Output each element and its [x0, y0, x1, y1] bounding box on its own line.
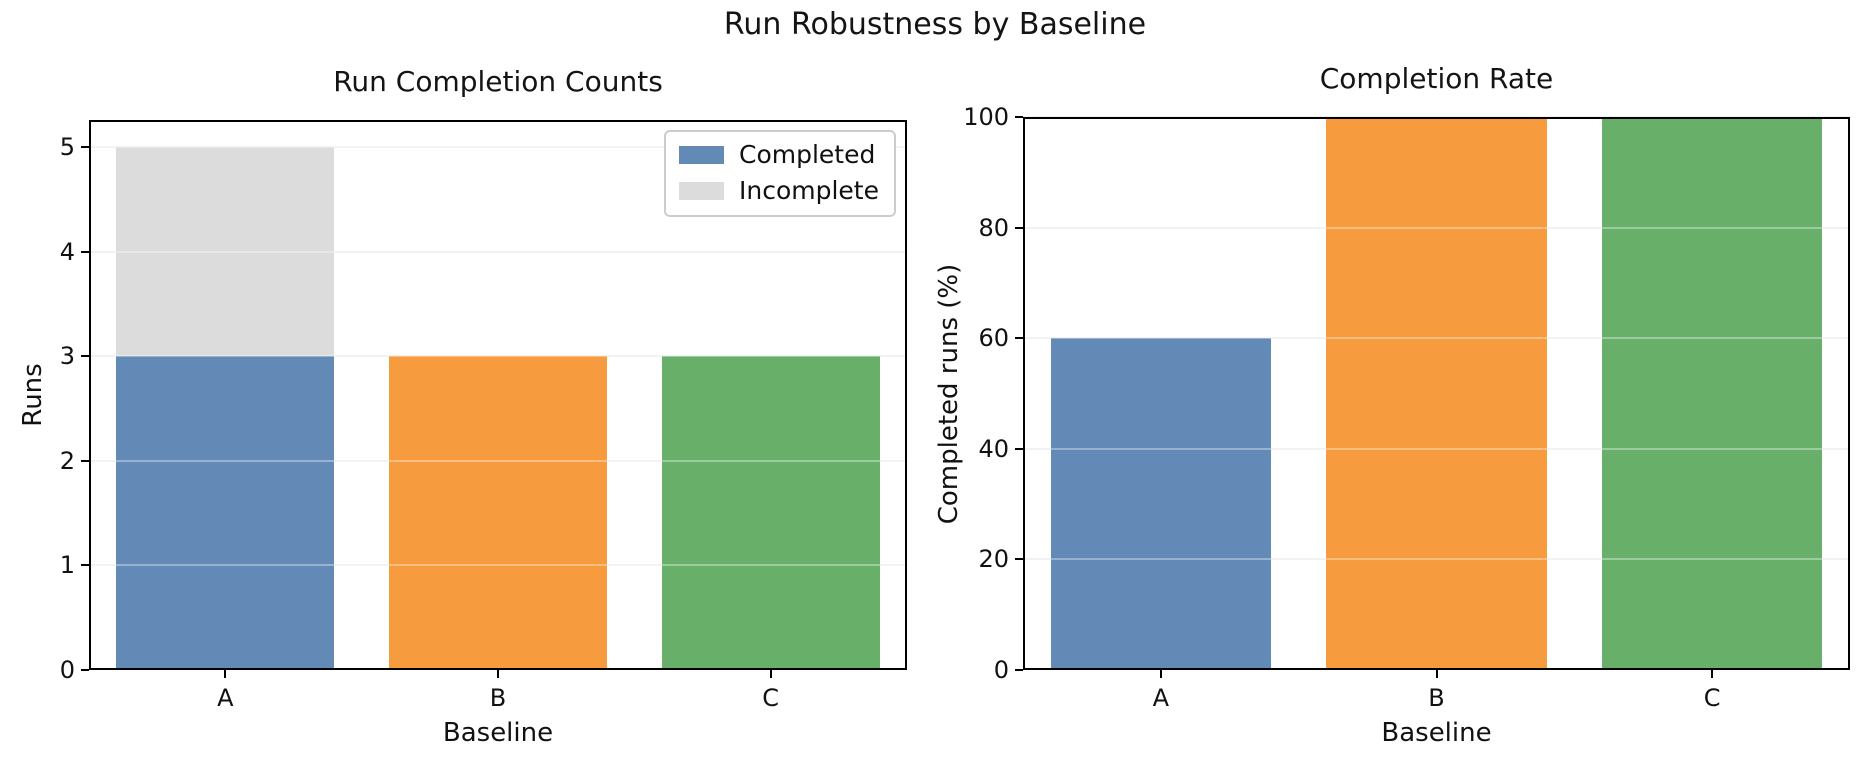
- left-chart-title: Run Completion Counts: [333, 65, 663, 98]
- gridline: [89, 564, 907, 567]
- y-tick-label: 1: [59, 551, 75, 580]
- y-tick-mark: [1015, 337, 1023, 340]
- figure-suptitle: Run Robustness by Baseline: [723, 7, 1147, 42]
- x-tick-label-C: C: [762, 684, 780, 712]
- y-tick-mark: [81, 669, 89, 671]
- left-chart-plot-area: Completed Incomplete 0 1 2 3 4 5 A B C: [60, 120, 907, 712]
- y-tick-label: 5: [59, 133, 75, 162]
- x-tick-mark: [224, 670, 227, 678]
- right-chart-plot-area: 0 20 40 60 80 100 A B C: [963, 103, 1850, 712]
- y-tick-label: 100: [963, 103, 1009, 131]
- y-tick-label: 20: [978, 545, 1009, 574]
- y-tick-label: 80: [978, 213, 1009, 242]
- gridline: [89, 459, 907, 462]
- legend-label-completed: Completed: [739, 140, 876, 169]
- left-chart-axes: Run Completion Counts Runs Completed Inc…: [18, 66, 907, 748]
- left-chart-ylabel: Runs: [18, 363, 48, 427]
- x-tick-label-A: A: [217, 684, 234, 712]
- x-tick-mark: [1711, 670, 1714, 678]
- x-tick-mark: [769, 670, 772, 678]
- gridline: [89, 250, 907, 253]
- gridline: [1023, 558, 1850, 561]
- y-tick-mark: [1015, 226, 1023, 229]
- x-tick-label-C: C: [1703, 684, 1721, 712]
- bar-C-completed: [661, 356, 880, 670]
- y-tick-mark: [1015, 116, 1023, 118]
- bar-B-completed: [388, 356, 608, 670]
- gridline: [89, 146, 907, 149]
- y-tick-mark: [81, 564, 89, 567]
- y-tick-mark: [81, 355, 89, 358]
- y-tick-mark: [81, 146, 89, 149]
- bar-C-completed-rate: [1601, 117, 1823, 670]
- x-tick-label-B: B: [1428, 684, 1445, 712]
- gridline: [89, 355, 907, 358]
- completed-swatch-icon: [679, 145, 724, 164]
- bar-B-completed-rate: [1326, 117, 1547, 670]
- gridline: [1023, 337, 1850, 340]
- legend-row-completed: Completed: [679, 140, 879, 169]
- gridline: [1023, 447, 1850, 450]
- incomplete-swatch-icon: [679, 181, 724, 200]
- y-tick-mark: [1015, 669, 1023, 671]
- gridline: [1023, 226, 1850, 229]
- y-tick-mark: [81, 250, 89, 253]
- y-tick-mark: [81, 459, 89, 462]
- bar-A-completed: [116, 356, 335, 670]
- y-tick-label: 0: [993, 656, 1009, 684]
- y-tick-label: 0: [59, 656, 75, 684]
- legend-label-incomplete: Incomplete: [739, 176, 879, 205]
- legend-row-incomplete: Incomplete: [679, 176, 879, 205]
- gridline: [1023, 116, 1850, 118]
- gridline: [89, 146, 907, 149]
- y-tick-mark: [1015, 447, 1023, 450]
- legend: Completed Incomplete: [664, 130, 896, 217]
- y-tick-label: 3: [59, 342, 75, 371]
- left-chart-xlabel: Baseline: [442, 718, 554, 748]
- gridline: [89, 250, 907, 253]
- y-tick-label: 4: [59, 237, 75, 266]
- x-tick-mark: [1435, 670, 1438, 678]
- bar-A-completed-rate: [1050, 338, 1272, 670]
- y-tick-label: 40: [978, 434, 1009, 463]
- right-chart-ylabel: Completed runs (%): [934, 263, 964, 524]
- right-chart-xlabel: Baseline: [1381, 718, 1492, 748]
- bar-A-incomplete: [116, 147, 335, 357]
- x-tick-mark: [1159, 670, 1162, 678]
- right-chart-title: Completion Rate: [1319, 62, 1554, 95]
- y-tick-mark: [1015, 558, 1023, 561]
- y-tick-label: 2: [59, 446, 75, 475]
- x-tick-label-A: A: [1152, 684, 1170, 712]
- x-tick-mark: [497, 670, 499, 678]
- y-tick-label: 60: [978, 324, 1009, 353]
- right-chart-axes: Completion Rate Completed runs (%) 0 20 40…: [934, 63, 1850, 748]
- x-tick-label-B: B: [489, 684, 507, 712]
